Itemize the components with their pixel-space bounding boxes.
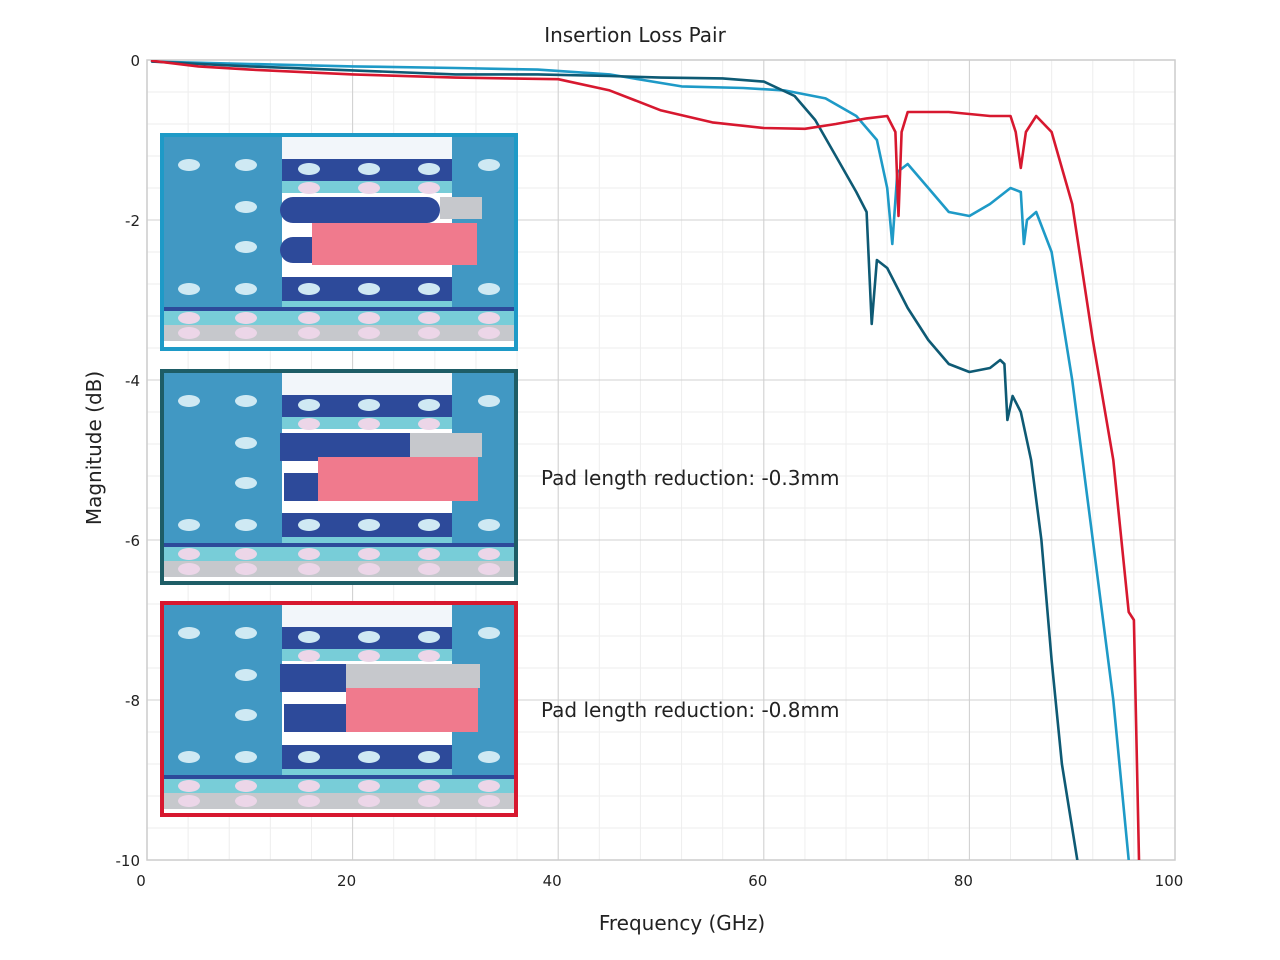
y-axis-label: Magnitude (dB) [82, 371, 106, 525]
x-tick-label: 40 [543, 872, 562, 890]
y-tick-label: -6 [125, 532, 140, 550]
y-tick-label: -4 [125, 372, 140, 390]
y-tick-label: -10 [116, 852, 141, 870]
x-tick-label: 20 [337, 872, 356, 890]
inset-frame-blue [160, 133, 518, 351]
annotation-0-8mm: Pad length reduction: -0.8mm [541, 698, 839, 722]
series-line-1 [150, 60, 1079, 860]
x-tick-label: 60 [748, 872, 767, 890]
y-tick-labels: 0 -2 -4 -6 -8 -10 [116, 52, 141, 870]
y-tick-label: -8 [125, 692, 140, 710]
inset-0-3mm-layout [160, 369, 518, 585]
inset-frame-teal [160, 369, 518, 585]
x-tick-label: 0 [136, 872, 146, 890]
series-line-0 [150, 60, 1130, 860]
y-tick-label: -2 [125, 212, 140, 230]
x-tick-label: 100 [1155, 872, 1184, 890]
inset-original-layout [160, 133, 518, 351]
inset-frame-red [160, 601, 518, 817]
x-axis-label: Frequency (GHz) [599, 911, 765, 935]
x-tick-label: 80 [954, 872, 973, 890]
series-layer [150, 60, 1141, 860]
inset-0-8mm-layout [160, 601, 518, 817]
series-line-2 [150, 60, 1141, 860]
x-tick-labels: 0 20 40 60 80 100 [136, 872, 1183, 890]
y-tick-label: 0 [130, 52, 140, 70]
annotation-0-3mm: Pad length reduction: -0.3mm [541, 466, 839, 490]
plot-frame [146, 59, 1176, 861]
chart-title: Insertion Loss Pair [544, 23, 726, 47]
